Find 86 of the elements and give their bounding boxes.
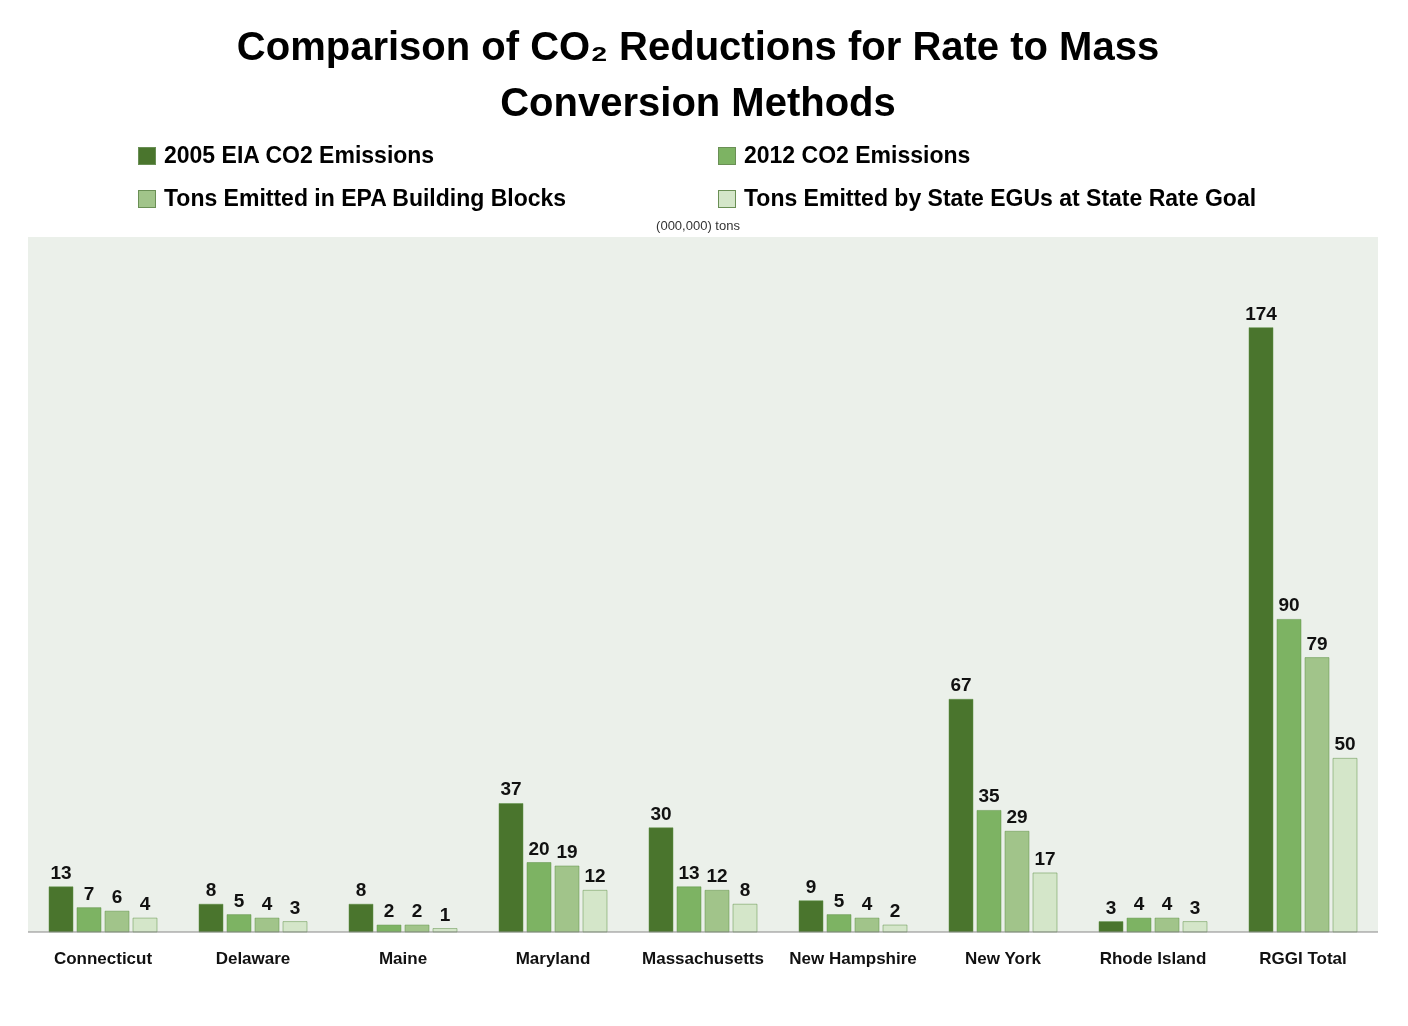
x-tick-label: New York [965,949,1042,969]
bar [1004,831,1030,933]
bar [1032,872,1058,933]
data-label: 3 [1189,896,1201,918]
data-label: 50 [1334,733,1356,755]
x-tick-label: Maine [378,949,428,969]
legend-label: Tons Emitted by State EGUs at State Rate Goal [743,185,1258,212]
bar [1248,327,1274,933]
data-label: 12 [706,865,728,887]
bar [948,699,974,933]
x-tick-label: RGGI Total [1259,949,1347,969]
bar [282,921,308,933]
data-label: 90 [1278,594,1300,616]
bar [854,917,880,933]
bar [198,903,224,933]
bar [676,886,702,933]
bar [404,924,430,933]
data-label: 19 [556,841,578,863]
data-label: 37 [500,778,522,800]
bar [582,890,608,933]
bar [732,903,758,933]
bar [1276,619,1302,933]
bar [1126,917,1152,933]
data-label: 9 [805,875,817,897]
data-label: 5 [833,889,845,911]
data-label: 4 [1133,893,1145,915]
data-label: 3 [1105,896,1117,918]
data-label: 79 [1306,632,1328,654]
bar [1304,657,1330,933]
bar [648,827,674,933]
x-tick-label: Massachusetts [642,949,764,969]
bar [1182,921,1208,933]
data-label: 2 [411,900,423,922]
data-label: 67 [950,674,972,696]
bar [526,862,552,933]
bar [704,890,730,933]
bar [498,803,524,933]
data-label: 13 [678,861,700,883]
bar [1154,917,1180,933]
bar [798,900,824,933]
x-tick-label: Delaware [215,949,291,969]
data-label: 6 [111,886,123,908]
data-label: 1 [439,903,451,925]
bar [76,907,102,933]
data-label: 35 [978,785,1000,807]
data-label: 5 [233,889,245,911]
legend-label: 2012 CO2 Emissions [743,142,972,169]
data-label: 29 [1006,806,1028,828]
data-label: 4 [1161,893,1173,915]
data-label: 4 [139,893,151,915]
data-label: 8 [205,879,217,901]
bar [226,914,252,933]
data-label: 7 [83,882,95,904]
bar [104,910,130,933]
bar [132,917,158,933]
bar [254,917,280,933]
x-tick-label: New Hampshire [789,949,917,969]
data-label: 3 [289,896,301,918]
bar [826,914,852,933]
bar [48,886,74,933]
text: (000,000) tons [655,218,741,233]
data-label: 4 [261,893,273,915]
bar [348,903,374,933]
x-tick-label: Rhode Island [1099,949,1207,969]
data-label: 30 [650,802,672,824]
x-tick-label: Maryland [515,949,591,969]
data-label: 13 [50,861,72,883]
data-label: 12 [584,865,606,887]
data-label: 20 [528,837,550,859]
bar [976,810,1002,933]
data-label: 174 [1245,302,1278,324]
bar [554,865,580,933]
data-label: 8 [739,879,751,901]
x-tick-label: Connecticut [53,949,153,969]
data-label: 2 [383,900,395,922]
chart-title: Comparison of CO₂ Reductions for Rate to Mass Conversion Methods [235,23,1161,126]
bar [882,924,908,933]
bar [1332,758,1358,933]
data-label: 17 [1034,847,1056,869]
legend-label: 2005 EIA CO2 Emissions [163,142,436,169]
bar [376,924,402,933]
data-label: 8 [355,879,367,901]
bar [1098,921,1124,933]
data-label: 4 [861,893,873,915]
legend-label: Tons Emitted in EPA Building Blocks [163,185,568,212]
data-label: 2 [889,900,901,922]
